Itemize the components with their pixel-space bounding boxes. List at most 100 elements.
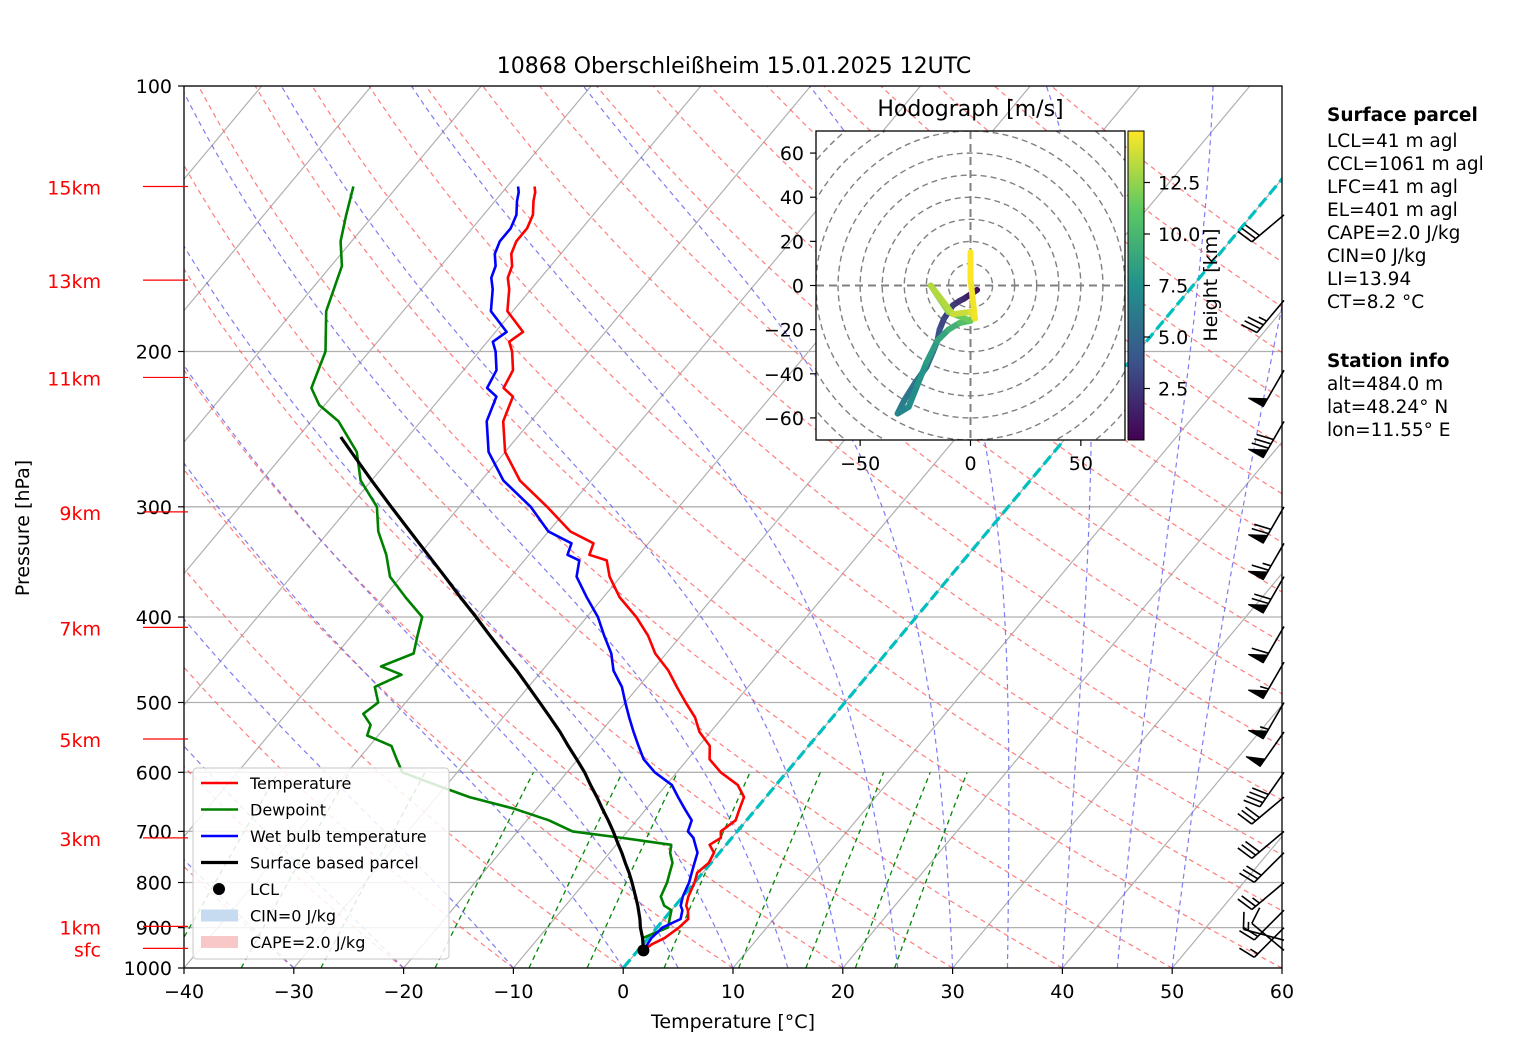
y-tick-label: 600 bbox=[136, 762, 172, 784]
wind-barb bbox=[1248, 369, 1285, 408]
height-label: sfc bbox=[74, 939, 101, 961]
hodograph-segment bbox=[927, 282, 956, 318]
y-tick-label: 700 bbox=[136, 821, 172, 843]
dry-adiabat bbox=[184, 468, 734, 968]
dry-adiabat bbox=[823, 86, 1282, 447]
chart-title: 10868 Oberschleißheim 15.01.2025 12UTC bbox=[497, 54, 972, 79]
hodograph-y-tick-label: −60 bbox=[764, 408, 804, 430]
legend-label: Temperature bbox=[249, 774, 351, 793]
wind-barb bbox=[1248, 542, 1285, 581]
x-tick-label: 0 bbox=[617, 981, 629, 1003]
profile-lines bbox=[310, 186, 746, 957]
moist-adiabat bbox=[410, 86, 899, 968]
moist-adiabat bbox=[280, 86, 844, 968]
mixing-ratio-line bbox=[663, 772, 751, 968]
info-panel: Surface parcel LCL=41 m agl CCL=1061 m a… bbox=[1327, 105, 1484, 441]
moist-adiabat bbox=[184, 462, 624, 968]
surface-parcel-line: CCL=1061 m agl bbox=[1327, 154, 1484, 175]
height-label: 1km bbox=[59, 917, 101, 939]
colorbar-tick-label: 12.5 bbox=[1158, 173, 1200, 195]
y-axis-ticks: 1000 900 800 700 600 500 400 300 200 100 bbox=[124, 76, 184, 980]
colorbar-label: Height [km] bbox=[1200, 228, 1222, 341]
surface-parcel-line: CAPE=2.0 J/kg bbox=[1327, 223, 1460, 244]
hodograph: Hodograph [m/s] −50 0 50 60 40 20 0 −20 −40 −60 bbox=[764, 97, 1126, 475]
x-tick-label: 40 bbox=[1050, 981, 1074, 1003]
wind-barb bbox=[1248, 506, 1285, 544]
isotherm bbox=[842, 441, 1282, 968]
wind-barb bbox=[1248, 576, 1285, 614]
legend-swatch bbox=[213, 883, 225, 895]
hodograph-y-tick-label: 0 bbox=[792, 276, 804, 298]
dry-adiabat bbox=[368, 86, 1282, 856]
legend-label: Wet bulb temperature bbox=[250, 827, 427, 846]
y-tick-label: 400 bbox=[136, 607, 172, 629]
hodograph-y-tick-label: −40 bbox=[764, 364, 804, 386]
surface-parcel-line: LCL=41 m agl bbox=[1327, 131, 1458, 152]
surface-parcel-line: CIN=0 J/kg bbox=[1327, 246, 1427, 267]
station-info-heading: Station info bbox=[1327, 351, 1449, 372]
wind-barb bbox=[1248, 702, 1285, 740]
wind-barb bbox=[1251, 907, 1285, 951]
y-axis-label: Pressure [hPa] bbox=[12, 460, 34, 596]
mixing-ratio-line bbox=[586, 772, 678, 968]
height-label: 7km bbox=[59, 618, 101, 640]
wind-barb bbox=[1239, 927, 1285, 959]
moist-adiabat bbox=[184, 618, 514, 968]
height-label: 11km bbox=[47, 368, 101, 390]
wind-barb bbox=[1237, 830, 1285, 860]
legend-swatch bbox=[201, 909, 238, 922]
height-label: 13km bbox=[47, 271, 101, 293]
y-tick-label: 200 bbox=[136, 342, 172, 364]
dry-adiabat bbox=[184, 164, 1063, 968]
hodograph-x-tick-label: 0 bbox=[964, 453, 976, 475]
mixing-ratio-line bbox=[893, 772, 968, 968]
isotherm bbox=[184, 86, 372, 312]
hodograph-segment bbox=[967, 275, 978, 322]
mixing-ratio-line bbox=[737, 772, 821, 968]
hodograph-segment bbox=[923, 337, 941, 366]
hodograph-y-tick-label: −20 bbox=[764, 320, 804, 342]
series-line bbox=[339, 436, 645, 951]
x-tick-label: −40 bbox=[164, 981, 204, 1003]
y-tick-label: 500 bbox=[136, 692, 172, 714]
height-label: 15km bbox=[47, 177, 101, 199]
hodograph-y-tick-label: 20 bbox=[780, 231, 804, 253]
isotherm bbox=[184, 86, 482, 443]
y-tick-label: 300 bbox=[136, 497, 172, 519]
x-tick-label: −20 bbox=[384, 981, 424, 1003]
dry-adiabat bbox=[311, 86, 1282, 912]
x-tick-label: −30 bbox=[274, 981, 314, 1003]
colorbar-tick-label: 10.0 bbox=[1158, 224, 1200, 246]
hodograph-segment bbox=[905, 381, 921, 410]
station-info-line: lat=48.24° N bbox=[1327, 397, 1448, 418]
hodograph-x-tick-label: 50 bbox=[1069, 453, 1093, 475]
dry-adiabat bbox=[184, 567, 624, 968]
wind-barb bbox=[1241, 299, 1285, 334]
isotherm bbox=[732, 309, 1282, 968]
legend: Temperature Dewpoint Wet bulb temperature S… bbox=[192, 767, 450, 960]
x-tick-label: 30 bbox=[941, 981, 965, 1003]
station-info-line: lon=11.55° E bbox=[1327, 420, 1450, 441]
surface-parcel-heading: Surface parcel bbox=[1327, 105, 1478, 126]
moist-adiabat bbox=[184, 364, 679, 968]
isotherm bbox=[622, 178, 1282, 968]
wind-barb bbox=[1237, 881, 1285, 911]
wind-barbs bbox=[1237, 214, 1285, 959]
wind-barb bbox=[1239, 852, 1285, 884]
y-tick-label: 900 bbox=[136, 918, 172, 940]
hodograph-y-tick-label: 40 bbox=[780, 187, 804, 209]
hodograph-title: Hodograph [m/s] bbox=[877, 97, 1063, 122]
legend-label: CIN=0 J/kg bbox=[250, 907, 336, 926]
y-tick-label: 100 bbox=[136, 76, 172, 98]
series-line bbox=[485, 186, 699, 952]
hodograph-segment bbox=[901, 379, 919, 404]
y-tick-label: 800 bbox=[136, 873, 172, 895]
isotherm bbox=[952, 572, 1282, 968]
hodograph-x-tick-label: −50 bbox=[840, 453, 880, 475]
dry-adiabat bbox=[197, 86, 1173, 968]
colorbar-tick-label: 7.5 bbox=[1158, 276, 1188, 298]
x-axis-label: Temperature [°C] bbox=[650, 1011, 815, 1033]
hodograph-segment bbox=[914, 359, 930, 388]
wind-barb bbox=[1237, 796, 1285, 825]
